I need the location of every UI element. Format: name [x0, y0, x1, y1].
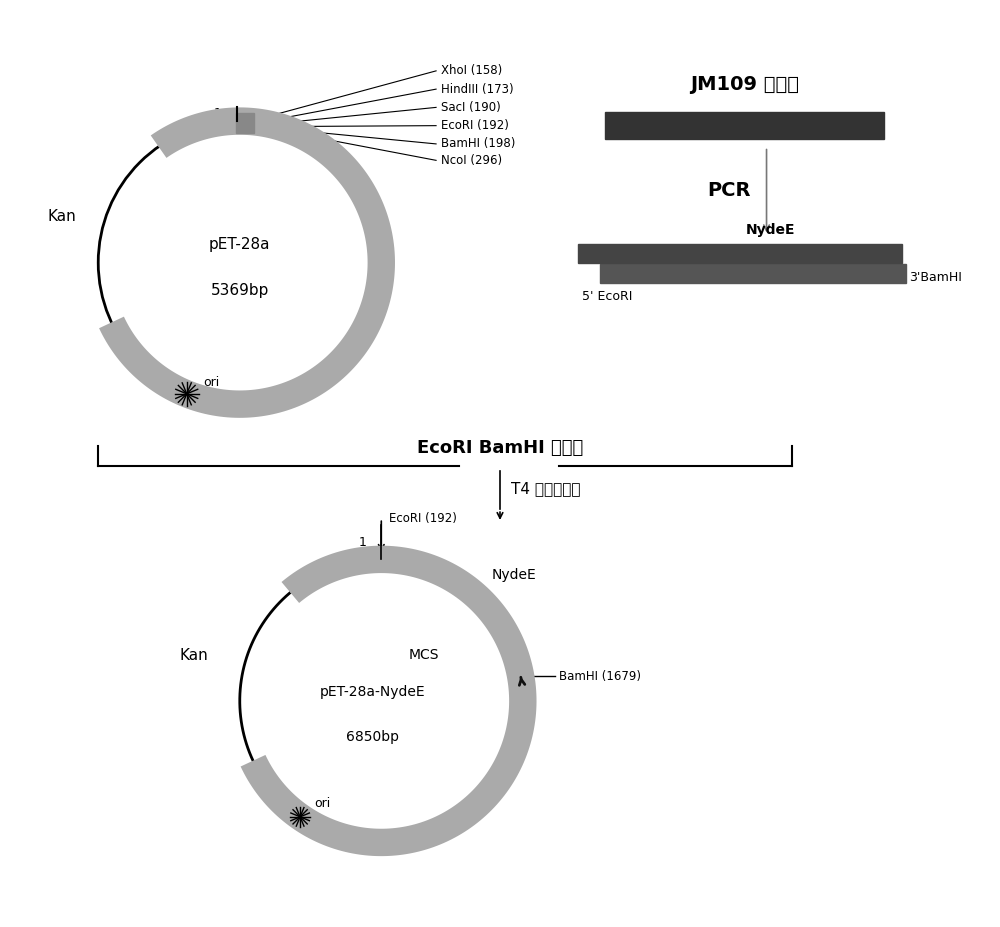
Polygon shape [99, 108, 395, 418]
Text: pET-28a: pET-28a [209, 237, 271, 252]
Text: XhoI (158): XhoI (158) [441, 64, 502, 77]
Bar [578, 245, 902, 262]
Text: ori: ori [203, 376, 219, 389]
Text: Kan: Kan [47, 210, 76, 224]
Text: 3'BamHI: 3'BamHI [909, 271, 962, 284]
Text: pET-28a-NydeE: pET-28a-NydeE [319, 685, 425, 699]
Text: MCS: MCS [269, 126, 297, 139]
Bar [236, 113, 254, 133]
Text: 1: 1 [213, 108, 221, 121]
Text: NydeE: NydeE [746, 223, 796, 237]
Text: BamHI (1679): BamHI (1679) [559, 670, 641, 683]
Text: ori: ori [314, 796, 330, 809]
Text: T4 连接酶连接: T4 连接酶连接 [511, 481, 580, 497]
Text: SacI (190): SacI (190) [441, 101, 500, 114]
Text: PCR: PCR [707, 182, 751, 200]
Text: HindIII (173): HindIII (173) [441, 83, 513, 95]
Bar [600, 264, 906, 283]
Text: EcoRI (192): EcoRI (192) [441, 120, 509, 133]
Polygon shape [381, 550, 531, 678]
Text: BamHI (198): BamHI (198) [441, 137, 515, 150]
Text: NcoI (296): NcoI (296) [441, 154, 502, 167]
Text: 5' EcoRI: 5' EcoRI [582, 290, 633, 303]
Text: 6850bp: 6850bp [346, 730, 399, 744]
Text: 1: 1 [359, 537, 367, 550]
Text: 5369bp: 5369bp [211, 283, 269, 298]
Text: Kan: Kan [180, 648, 208, 663]
Text: EcoRI (192): EcoRI (192) [389, 512, 456, 525]
Text: MCS: MCS [409, 648, 439, 662]
Text: JM109 基因组: JM109 基因组 [690, 75, 799, 94]
Text: EcoRI BamHI 双酶切: EcoRI BamHI 双酶切 [417, 439, 583, 457]
Bar [605, 112, 884, 139]
Text: NydeE: NydeE [492, 568, 536, 582]
Polygon shape [241, 546, 537, 857]
